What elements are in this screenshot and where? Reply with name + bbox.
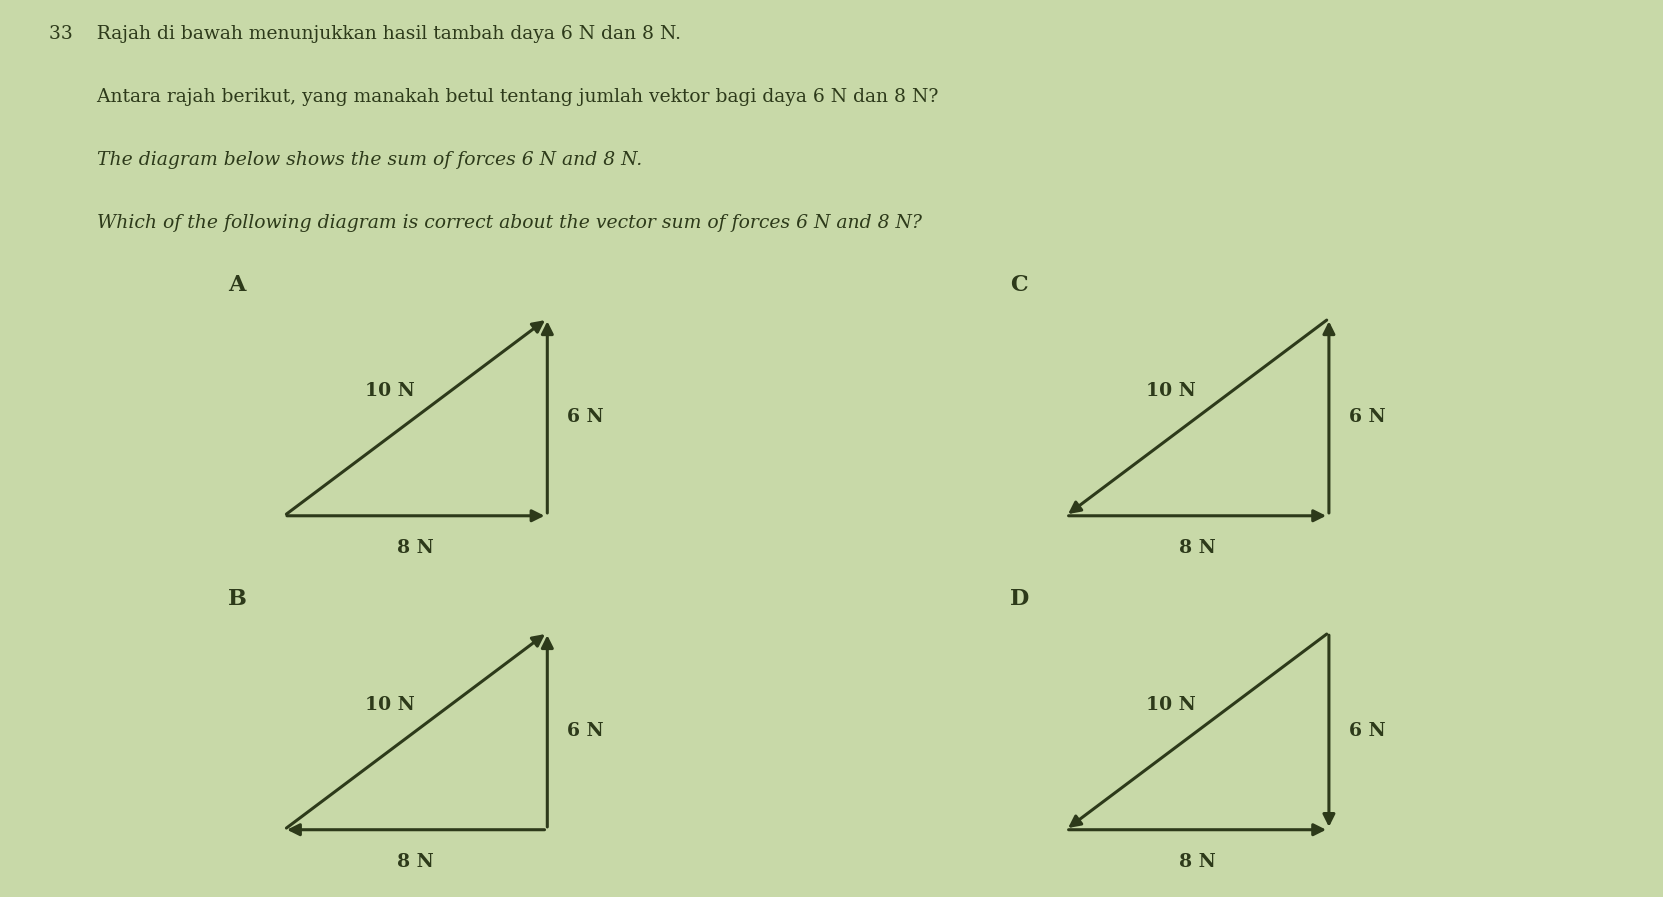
Text: 6 N: 6 N (567, 722, 604, 740)
Text: D: D (1009, 588, 1029, 610)
Text: 10 N: 10 N (364, 382, 414, 400)
Text: Which of the following diagram is correct about the vector sum of forces 6 N and: Which of the following diagram is correc… (50, 213, 921, 231)
Text: 10 N: 10 N (1146, 382, 1196, 400)
Text: C: C (1009, 274, 1028, 296)
Text: A: A (228, 274, 246, 296)
Text: 10 N: 10 N (364, 696, 414, 714)
Text: B: B (228, 588, 248, 610)
Text: 6 N: 6 N (1349, 408, 1385, 426)
Text: 8 N: 8 N (397, 539, 434, 557)
Text: Antara rajah berikut, yang manakah betul tentang jumlah vektor bagi daya 6 N dan: Antara rajah berikut, yang manakah betul… (50, 88, 938, 106)
Text: 6 N: 6 N (567, 408, 604, 426)
Text: The diagram below shows the sum of forces 6 N and 8 N.: The diagram below shows the sum of force… (50, 151, 642, 169)
Text: 8 N: 8 N (1179, 539, 1216, 557)
Text: 10 N: 10 N (1146, 696, 1196, 714)
Text: 33    Rajah di bawah menunjukkan hasil tambah daya 6 N dan 8 N.: 33 Rajah di bawah menunjukkan hasil tamb… (50, 25, 682, 43)
Text: 8 N: 8 N (1179, 853, 1216, 871)
Text: 6 N: 6 N (1349, 722, 1385, 740)
Text: 8 N: 8 N (397, 853, 434, 871)
